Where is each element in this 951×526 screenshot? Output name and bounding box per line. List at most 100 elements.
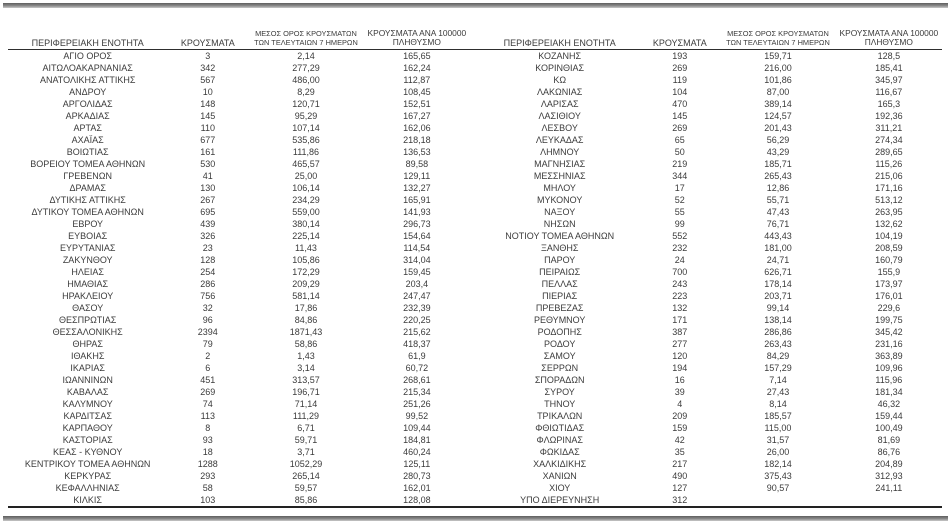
header-avg-7day: ΜΕΣΟΣ ΟΡΟΣ ΚΡΟΥΣΜΑΤΩΝ ΤΩΝ ΤΕΛΕΥΤΑΙΩΝ 7 Η… <box>248 30 364 50</box>
per-100k-cell: 162,06 <box>403 123 431 133</box>
per-100k-cell: 185,41 <box>875 63 903 73</box>
table-row: ΦΘΙΩΤΙΔΑΣ 159 115,00 100,49 <box>480 422 942 434</box>
avg-7day-cell: 182,14 <box>764 459 792 469</box>
table-row: ΑΡΤΑΣ 110 107,14 162,06 <box>8 122 470 134</box>
region-cell: ΑΝΑΤΟΛΙΚΗΣ ΑΤΤΙΚΗΣ <box>39 75 136 85</box>
per-100k-cell: 162,24 <box>403 63 431 73</box>
per-100k-cell: 251,26 <box>403 399 431 409</box>
per-100k-cell: 154,64 <box>403 231 431 241</box>
region-cell: ΝΑΞΟΥ <box>544 207 576 217</box>
per-100k-cell: 60,72 <box>405 363 429 373</box>
table-row: ΣΠΟΡΑΔΩΝ 16 7,14 115,96 <box>480 374 942 386</box>
table-row: ΔΥΤΙΚΟΥ ΤΟΜΕΑ ΑΘΗΝΩΝ 695 559,00 141,93 <box>8 206 470 218</box>
region-cell: ΡΕΘΥΜΝΟΥ <box>533 315 586 325</box>
cases-cell: 567 <box>200 75 216 85</box>
per-100k-cell: 165,65 <box>403 51 431 61</box>
avg-7day-cell: 24,71 <box>766 255 790 265</box>
table-row: ΑΡΓΟΛΙΔΑΣ 148 120,71 152,51 <box>8 98 470 110</box>
cases-cell: 171 <box>672 315 688 325</box>
per-100k-cell: 418,37 <box>403 339 431 349</box>
region-cell: ΚΕΦΑΛΛΗΝΙΑΣ <box>55 483 120 493</box>
avg-7day-cell: 380,14 <box>292 219 320 229</box>
table-row: ΙΚΑΡΙΑΣ 6 3,14 60,72 <box>8 362 470 374</box>
table-row: ΛΑΚΩΝΙΑΣ 104 87,00 116,67 <box>480 86 942 98</box>
region-cell: ΕΥΡΥΤΑΝΙΑΣ <box>59 243 116 253</box>
region-cell: ΑΧΑΪΑΣ <box>71 135 104 145</box>
per-100k-cell: 513,12 <box>875 195 903 205</box>
table-row: ΝΗΣΩΝ 99 76,71 132,62 <box>480 218 942 230</box>
table-row: ΔΡΑΜΑΣ 130 106,14 132,27 <box>8 182 470 194</box>
region-cell: ΚΑΛΥΜΝΟΥ <box>62 399 113 409</box>
avg-7day-cell: 84,86 <box>294 315 318 325</box>
avg-7day-cell: 2,14 <box>297 51 315 61</box>
avg-7day-cell: 201,43 <box>764 123 792 133</box>
per-100k-cell: 229,6 <box>877 303 901 313</box>
avg-7day-cell: 71,14 <box>294 399 318 409</box>
region-cell: ΣΠΟΡΑΔΩΝ <box>534 375 585 385</box>
table-row: ΑΓΙΟ ΟΡΟΣ 3 2,14 165,65 <box>8 50 470 62</box>
table-row: ΑΡΚΑΔΙΑΣ 145 95,29 167,27 <box>8 110 470 122</box>
avg-7day-cell: 90,57 <box>766 483 790 493</box>
cases-cell: 148 <box>200 99 216 109</box>
table-row: ΚΑΣΤΟΡΙΑΣ 93 59,71 184,81 <box>8 434 470 446</box>
region-cell: ΚΟΖΑΝΗΣ <box>538 51 582 61</box>
region-cell: ΚΩ <box>553 75 567 85</box>
cases-cell: 2 <box>205 351 211 361</box>
cases-cell: 74 <box>202 399 213 409</box>
avg-7day-cell: 1,43 <box>297 351 315 361</box>
cases-cell: 103 <box>200 495 216 505</box>
table-row: ΚΕΝΤΡΙΚΟΥ ΤΟΜΕΑ ΑΘΗΝΩΝ 1288 1052,29 125,11 <box>8 458 470 470</box>
region-cell: ΛΑΡΙΣΑΣ <box>540 99 579 109</box>
header-cases: ΚΡΟΥΣΜΑΤΑ <box>652 38 707 48</box>
table-row: ΣΑΜΟΥ 120 84,29 363,89 <box>480 350 942 362</box>
region-cell: ΜΥΚΟΝΟΥ <box>536 195 583 205</box>
table-row: ΤΡΙΚΑΛΩΝ 209 185,57 159,44 <box>480 410 942 422</box>
region-cell: ΦΩΚΙΔΑΣ <box>539 447 580 457</box>
table-row: ΚΕΡΚΥΡΑΣ 293 265,14 280,73 <box>8 470 470 482</box>
cases-cell: 99 <box>674 219 685 229</box>
region-cell: ΑΡΤΑΣ <box>73 123 102 133</box>
per-100k-cell: 247,47 <box>403 291 431 301</box>
cases-cell: 490 <box>672 471 688 481</box>
header-per-100k: ΚΡΟΥΣΜΑΤΑ ΑΝΑ 100000 ΠΛΗΘΥΣΜΟ <box>836 28 942 50</box>
avg-7day-cell: 234,29 <box>292 195 320 205</box>
table-row: ΚΕΦΑΛΛΗΝΙΑΣ 58 59,57 162,01 <box>8 482 470 494</box>
table-row: ΚΑΡΔΙΤΣΑΣ 113 111,29 99,52 <box>8 410 470 422</box>
region-cell: ΑΝΔΡΟΥ <box>69 87 107 97</box>
cases-cell: 552 <box>672 231 688 241</box>
per-100k-cell: 184,81 <box>403 435 431 445</box>
table-row: ΝΟΤΙΟΥ ΤΟΜΕΑ ΑΘΗΝΩΝ 552 443,43 104,19 <box>480 230 942 242</box>
header-region: ΠΕΡΙΦΕΡΕΙΑΚΗ ΕΝΟΤΗΤΑ <box>31 38 144 48</box>
per-100k-cell: 159,45 <box>403 267 431 277</box>
per-100k-cell: 312,93 <box>875 471 903 481</box>
cases-cell: 269 <box>672 63 688 73</box>
avg-7day-cell: 277,29 <box>292 63 320 73</box>
cases-cell: 193 <box>672 51 688 61</box>
per-100k-cell: 192,36 <box>875 111 903 121</box>
table-row: ΕΥΡΥΤΑΝΙΑΣ 23 11,43 114,54 <box>8 242 470 254</box>
per-100k-cell: 115,26 <box>875 159 903 169</box>
table-row: ΛΗΜΝΟΥ 50 43,29 289,65 <box>480 146 942 158</box>
table-row: ΣΥΡΟΥ 39 27,43 181,34 <box>480 386 942 398</box>
table-row: ΘΗΡΑΣ 79 58,86 418,37 <box>8 338 470 350</box>
avg-7day-cell: 87,00 <box>766 87 790 97</box>
cases-table-left: ΠΕΡΙΦΕΡΕΙΑΚΗ ΕΝΟΤΗΤΑ ΚΡΟΥΣΜΑΤΑ ΜΕΣΟΣ ΟΡΟ… <box>8 23 470 506</box>
per-100k-cell: 162,01 <box>403 483 431 493</box>
region-cell: ΡΟΔΟΠΗΣ <box>537 327 582 337</box>
table-row: ΠΕΙΡΑΙΩΣ 700 626,71 155,9 <box>480 266 942 278</box>
avg-7day-cell: 263,43 <box>764 339 792 349</box>
cases-cell: 120 <box>672 351 688 361</box>
header-avg-7day-line1: ΜΕΣΟΣ ΟΡΟΣ ΚΡΟΥΣΜΑΤΩΝ <box>255 29 357 39</box>
region-cell: ΧΑΛΚΙΔΙΚΗΣ <box>533 459 587 469</box>
avg-7day-cell: 157,29 <box>764 363 792 373</box>
cases-cell: 267 <box>200 195 216 205</box>
table-row: ΚΑΡΠΑΘΟΥ 8 6,71 109,44 <box>8 422 470 434</box>
per-100k-cell: 215,06 <box>875 171 903 181</box>
avg-7day-cell: 3,71 <box>297 447 315 457</box>
per-100k-cell: 104,19 <box>875 231 903 241</box>
table-row: ΑΝΑΤΟΛΙΚΗΣ ΑΤΤΙΚΗΣ 567 486,00 112,87 <box>8 74 470 86</box>
cases-cell: 8 <box>205 423 211 433</box>
region-cell: ΥΠΟ ΔΙΕΡΕΥΝΗΣΗ <box>520 495 600 505</box>
avg-7day-cell: 389,14 <box>764 99 792 109</box>
per-100k-cell: 345,97 <box>875 75 903 85</box>
